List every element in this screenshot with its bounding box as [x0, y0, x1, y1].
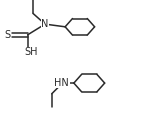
Text: S: S [5, 30, 11, 40]
Text: N: N [41, 19, 49, 29]
Text: HN: HN [54, 78, 69, 88]
Text: SH: SH [25, 47, 38, 57]
